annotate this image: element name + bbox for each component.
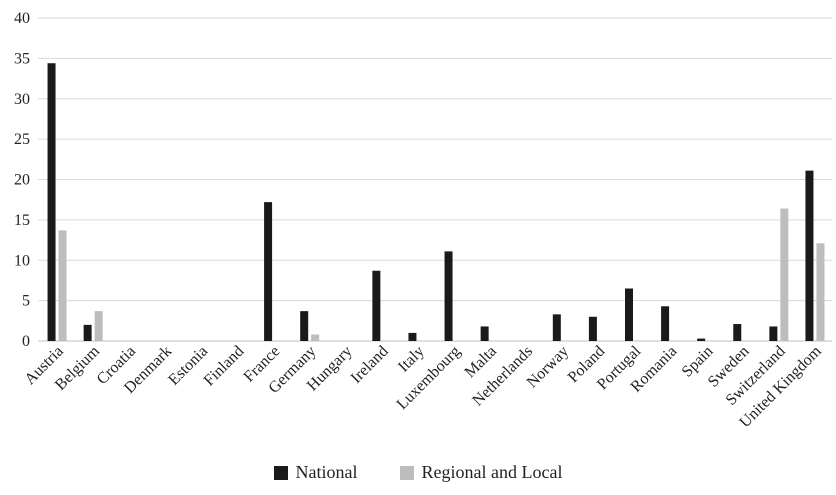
bar-national-united-kingdom [805,170,814,341]
y-tick-label: 25 [14,131,30,148]
bar-chart: 0 5 10 15 20 25 30 35 40 AustriaBelgiumCroatiaDe… [14,10,832,431]
x-category-label: Finland [201,343,248,390]
y-tick-label: 5 [22,293,30,310]
y-tick-label: 30 [14,91,30,108]
legend: National Regional and Local [0,462,836,483]
bar-regional-switzerland [780,208,789,341]
x-axis-category-labels: AustriaBelgiumCroatiaDenmarkEstoniaFinla… [22,342,826,431]
bar-national-switzerland [769,326,778,341]
legend-label-national: National [295,462,358,482]
y-tick-label: 15 [14,212,30,229]
bar-national-poland [588,316,597,341]
bar-regional-united-kingdom [816,243,825,341]
bar-national-austria [47,63,56,341]
x-category-label: Ireland [348,343,392,387]
bar-national-luxembourg [444,251,453,341]
bar-national-france [264,202,273,341]
bar-national-ireland [372,270,381,341]
bar-national-norway [552,314,561,341]
y-axis-tick-labels: 0 5 10 15 20 25 30 35 40 [14,10,30,350]
bar-national-italy [408,332,417,341]
legend-item-national: National [273,462,358,483]
legend-swatch-national [273,465,288,480]
bar-regional-austria [58,230,67,341]
bar-national-belgium [83,324,92,341]
legend-label-regional: Regional and Local [421,462,563,482]
y-tick-label: 35 [14,50,30,67]
y-tick-label: 40 [14,10,30,27]
bar-regional-belgium [94,311,103,341]
legend-item-regional: Regional and Local [399,462,563,483]
bar-national-romania [661,306,670,341]
gridlines [38,17,832,302]
y-tick-label: 10 [14,252,30,269]
bar-national-malta [480,326,489,341]
bar-regional-germany [311,334,320,341]
legend-swatch-regional [399,465,414,480]
bar-national-sweden [733,324,742,341]
bar-national-portugal [625,288,633,341]
bars [47,63,825,341]
y-tick-label: 20 [14,172,30,189]
bar-national-germany [300,311,309,341]
bar-national-spain [697,338,706,341]
y-tick-label: 0 [22,333,30,350]
